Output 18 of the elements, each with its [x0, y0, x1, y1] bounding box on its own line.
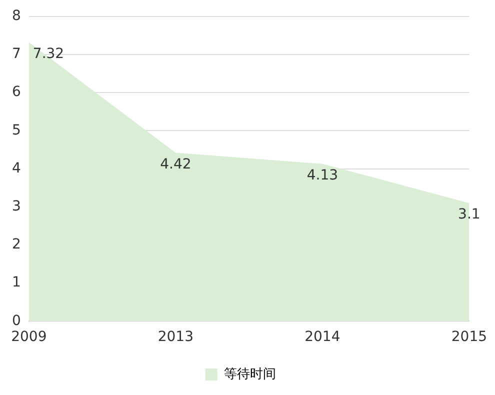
x-tick-label: 2009 — [11, 329, 47, 346]
data-label: 4.13 — [306, 167, 338, 184]
y-tick-label: 7 — [12, 46, 21, 62]
y-tick-label: 6 — [12, 84, 21, 100]
legend-label: 等待时间 — [224, 366, 276, 382]
y-tick-label: 1 — [12, 274, 21, 291]
y-tick-label: 4 — [12, 160, 21, 176]
x-tick-label: 2014 — [304, 329, 340, 346]
data-label: 4.42 — [160, 156, 192, 172]
y-tick-label: 8 — [12, 8, 21, 24]
y-tick-label: 5 — [12, 122, 21, 138]
y-tick-label: 0 — [12, 312, 21, 329]
y-tick-label: 2 — [12, 236, 21, 253]
x-tick-label: 2015 — [451, 329, 488, 346]
data-label: 7.32 — [32, 46, 64, 62]
data-label: 3.1 — [458, 206, 480, 223]
x-tick-label: 2013 — [158, 329, 194, 346]
y-tick-label: 3 — [12, 198, 21, 215]
